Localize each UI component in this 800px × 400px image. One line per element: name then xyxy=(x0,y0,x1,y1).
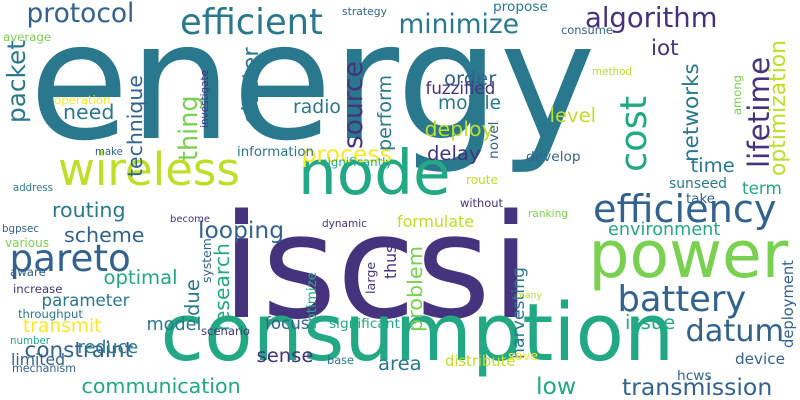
word: area xyxy=(378,352,422,375)
word: optimization xyxy=(765,39,791,176)
word: cluster xyxy=(238,46,264,124)
word: cost xyxy=(611,95,655,172)
word: distribute xyxy=(445,353,516,370)
word: system xyxy=(198,238,214,283)
word: throughput xyxy=(18,307,83,321)
word: scenario xyxy=(201,324,251,338)
word: looping xyxy=(198,216,285,244)
word: energy xyxy=(29,0,596,177)
word: efficiency xyxy=(593,187,777,232)
word: limited xyxy=(11,350,66,369)
word: networks xyxy=(679,62,704,162)
word: many xyxy=(516,289,543,301)
word: term xyxy=(742,177,782,198)
word: technique xyxy=(122,75,147,177)
word: radio xyxy=(293,96,341,118)
word: formulate xyxy=(397,211,474,231)
word: fuzzified xyxy=(425,79,496,98)
word: hcws xyxy=(677,368,712,384)
word: protocol xyxy=(26,0,135,29)
word: wireless xyxy=(58,142,240,196)
word: operation xyxy=(54,93,111,107)
word: large xyxy=(364,261,379,294)
word: level xyxy=(549,104,597,127)
word: base xyxy=(327,353,355,367)
word: dynamic xyxy=(322,217,367,230)
word: investigate xyxy=(199,70,211,128)
word: develop xyxy=(526,149,581,165)
word: various xyxy=(5,235,49,250)
word: among xyxy=(730,75,744,115)
word: model xyxy=(146,315,202,335)
word: packet xyxy=(1,40,31,123)
word: deployment xyxy=(779,260,797,348)
word: significantly xyxy=(321,155,393,169)
word: due xyxy=(181,278,204,316)
word: without xyxy=(460,195,503,210)
word: algorithm xyxy=(585,2,718,34)
word: problem xyxy=(402,246,427,332)
word: sense xyxy=(256,344,314,367)
word: mechanism xyxy=(12,361,76,375)
word: routing xyxy=(52,198,126,222)
word: efficient xyxy=(180,1,323,43)
word: consumption xyxy=(160,286,675,379)
word: address xyxy=(13,183,53,194)
word: constraint xyxy=(24,338,134,363)
word: reduce xyxy=(77,338,139,358)
word: time xyxy=(690,154,735,177)
word: battery xyxy=(617,278,747,320)
word: pareto xyxy=(9,235,131,280)
word: propose xyxy=(493,0,548,15)
word: parameter xyxy=(41,291,130,310)
word: need xyxy=(63,100,115,124)
word: transmission xyxy=(622,373,773,400)
word: take xyxy=(686,191,716,207)
word: perform xyxy=(373,75,396,151)
word: number xyxy=(10,335,51,347)
word: issue xyxy=(625,311,676,334)
word: mobile xyxy=(438,93,502,114)
word: sunseed xyxy=(669,176,727,192)
word: bgpsec xyxy=(2,223,39,235)
word: information xyxy=(237,145,314,160)
word: novel xyxy=(486,121,502,159)
word: ranking xyxy=(528,208,569,220)
word: deploy xyxy=(424,117,494,141)
word: datum xyxy=(685,313,785,349)
word: node xyxy=(298,138,451,209)
word: order xyxy=(444,67,497,90)
word: aware xyxy=(10,265,46,279)
word: environment xyxy=(608,220,721,240)
word: method xyxy=(592,66,633,78)
word: device xyxy=(735,349,786,368)
word: research xyxy=(210,243,234,331)
word: average xyxy=(3,30,52,44)
word: low xyxy=(536,372,577,400)
word: process xyxy=(301,140,392,168)
word: source xyxy=(337,61,369,149)
word: become xyxy=(170,213,211,225)
word: consume xyxy=(561,22,613,37)
word: iot xyxy=(651,36,679,61)
word: thus xyxy=(381,244,400,279)
word: minimize xyxy=(398,8,520,40)
word: optimal xyxy=(103,266,178,289)
word: save xyxy=(508,348,538,364)
word: transmit xyxy=(23,316,102,337)
word: communication xyxy=(81,374,241,398)
word: harvesting xyxy=(509,266,529,359)
word: make xyxy=(95,147,123,158)
word: increase xyxy=(13,282,63,296)
word: power xyxy=(588,217,789,293)
word: strategy xyxy=(342,4,387,18)
word: iscsi xyxy=(221,182,531,351)
word: route xyxy=(466,173,498,187)
word: focus xyxy=(265,314,310,333)
word: scheme xyxy=(64,223,145,247)
word: delay xyxy=(427,142,481,165)
word: significant xyxy=(329,316,400,332)
